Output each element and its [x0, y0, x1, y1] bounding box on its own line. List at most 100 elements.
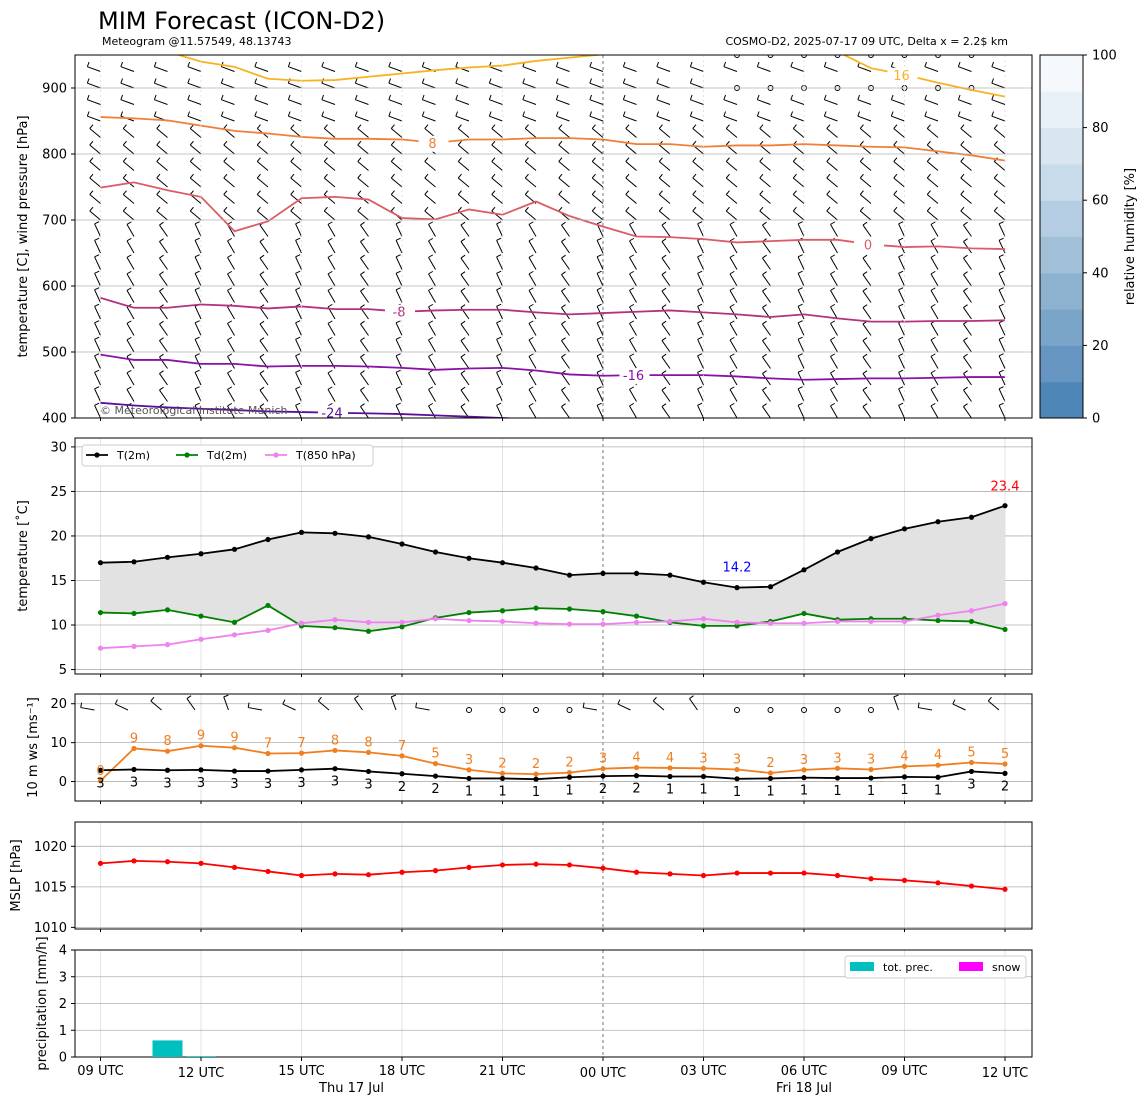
wind-barb-feather — [89, 190, 94, 195]
wind-barb — [189, 144, 202, 155]
colorbar-swatch — [1040, 200, 1083, 237]
data-point — [499, 862, 506, 868]
data-point — [935, 762, 941, 768]
wind-barb — [757, 99, 771, 105]
wind-barb-feather — [893, 694, 899, 698]
wind-barb — [596, 322, 604, 336]
wind-barb — [496, 273, 503, 287]
wind-barb — [589, 66, 604, 72]
data-point — [131, 643, 137, 649]
data-point — [1002, 601, 1008, 607]
wind-barb — [797, 273, 805, 287]
wind-barb-feather — [254, 94, 258, 100]
calm-wind-marker — [968, 55, 975, 58]
wind-barb — [159, 389, 168, 402]
y-tick-label: 15 — [50, 574, 67, 589]
wind-barb — [960, 194, 972, 204]
wind-barb-feather — [756, 94, 760, 100]
wind-barb — [862, 224, 872, 237]
wind-barb-feather — [523, 46, 525, 51]
data-point — [868, 618, 874, 625]
y-tick-label: 10 — [50, 619, 67, 634]
wind-barb — [528, 273, 537, 287]
wind-barb-feather — [582, 702, 585, 708]
data-point — [801, 870, 807, 876]
wind-barb — [126, 273, 135, 287]
wind-barb-feather — [622, 111, 626, 117]
data-point — [633, 613, 640, 619]
wind-barb — [625, 128, 637, 138]
wind-barb-feather — [424, 124, 429, 129]
wind-barb-feather — [756, 61, 760, 67]
legend-marker — [94, 452, 100, 458]
wind-barb — [729, 356, 738, 369]
wind-barb — [150, 700, 162, 711]
y-tick-label: 0 — [59, 1051, 67, 1066]
wind-barb-feather — [596, 270, 602, 274]
wind-barb-feather — [629, 320, 635, 324]
data-point — [935, 774, 941, 780]
wind-barb-feather — [692, 124, 697, 129]
wind-barb-feather — [528, 402, 534, 407]
wind-barb-feather — [295, 386, 301, 390]
wind-barb — [357, 177, 369, 188]
wind-barb-feather — [993, 173, 998, 179]
wind-barb-feather — [126, 336, 132, 341]
wind-barb — [926, 144, 939, 155]
wind-barb-feather — [561, 287, 566, 292]
wind-barb-feather — [898, 386, 904, 390]
wind-barb — [317, 700, 330, 711]
gust-value-label: 5 — [967, 745, 975, 760]
wind-barb — [227, 389, 235, 402]
wind-barb — [790, 99, 805, 105]
colorbar-tick-label: 0 — [1092, 412, 1100, 427]
wind-barb-feather — [862, 386, 868, 391]
wind-barb — [958, 99, 972, 105]
wind-barb-feather — [797, 336, 803, 340]
wind-speed-label: 1 — [565, 783, 573, 798]
wind-barb — [689, 698, 698, 711]
wind-barb-feather — [360, 403, 365, 407]
figure-title: MIM Forecast (ICON-D2) — [98, 7, 385, 35]
wind-barb — [629, 273, 637, 287]
data-point — [231, 768, 238, 774]
wind-barb-feather — [524, 206, 529, 212]
wind-barb-feather — [898, 402, 904, 406]
wind-barb-feather — [256, 206, 261, 212]
wind-barb-feather — [259, 271, 265, 275]
wind-barb — [194, 273, 202, 287]
y-tick-label: 400 — [42, 412, 67, 427]
wind-speed-label: 2 — [431, 782, 439, 797]
legend-swatch — [850, 962, 874, 971]
wind-barb-feather — [596, 336, 602, 340]
wind-barb-feather — [428, 303, 434, 308]
wind-barb — [522, 66, 537, 72]
wind-barb — [354, 698, 363, 711]
wind-barb-feather — [94, 402, 100, 406]
gust-value-label: 2 — [498, 756, 506, 771]
wind-barb-feather — [629, 237, 635, 242]
wind-speed-label: 2 — [1001, 779, 1009, 794]
wind-barb — [120, 82, 135, 89]
gust-value-label: 4 — [900, 749, 908, 764]
wind-barb-feather — [555, 94, 559, 100]
wind-barb — [762, 406, 771, 418]
wind-barb-feather — [591, 206, 596, 212]
wind-barb-feather — [496, 270, 502, 274]
wind-barb — [993, 161, 1006, 171]
wind-barb — [898, 355, 905, 369]
wind-barb-feather — [629, 254, 635, 258]
wind-barb — [998, 273, 1006, 287]
wind-barb-feather — [893, 173, 898, 179]
wind-barb-feather — [390, 140, 395, 146]
data-point — [432, 549, 439, 555]
data-point — [265, 750, 271, 757]
wind-barb — [556, 82, 570, 89]
y-axis-label: 10 m ws [ms⁻¹] — [26, 697, 41, 798]
wind-barb-feather — [596, 254, 602, 258]
wind-barb-feather — [528, 303, 534, 308]
data-point — [399, 771, 405, 777]
wind-barb — [491, 177, 503, 188]
